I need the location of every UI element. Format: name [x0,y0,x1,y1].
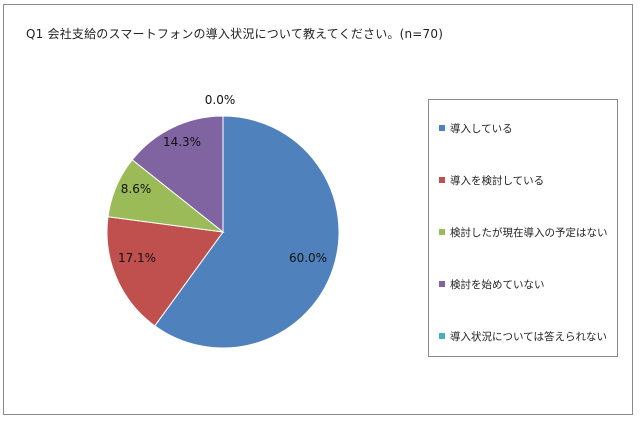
data-label-5: 0.0% [205,93,236,107]
legend-label-3: 検討したが現在導入の予定はない [450,226,608,239]
legend: 導入している導入を検討している検討したが現在導入の予定はない 検討を始めていない導… [428,99,618,357]
data-label-2: 17.1% [118,251,156,265]
chart-title: Q1 会社支給のスマートフォンの導入状況について教えてください。(n=70) [26,27,444,41]
legend-label-2: 導入を検討している [450,174,545,187]
legend-item-4: 検討を始めていない [439,276,545,292]
legend-swatch-2 [439,177,445,183]
legend-item-3: 検討したが現在導入の予定はない [439,224,608,240]
legend-item-5: 導入状況については答えられない [439,328,607,344]
legend-item-2: 導入を検討している [439,172,544,188]
legend-swatch-5 [439,333,445,339]
pie-slice-2 [106,216,224,327]
pie-slice-4 [131,115,224,234]
legend-swatch-3 [439,229,445,235]
legend-label-4: 検討を始めていない [450,278,545,291]
pie-slice-1 [154,115,340,349]
legend-item-1: 導入している [439,120,513,136]
data-label-3: 8.6% [121,182,152,196]
legend-label-5: 導入状況については答えられない [450,330,607,343]
legend-swatch-4 [439,281,445,287]
legend-swatch-1 [439,125,445,131]
legend-label-1: 導入している [450,122,513,135]
data-label-4: 14.3% [163,135,201,149]
data-label-1: 60.0% [289,251,327,265]
